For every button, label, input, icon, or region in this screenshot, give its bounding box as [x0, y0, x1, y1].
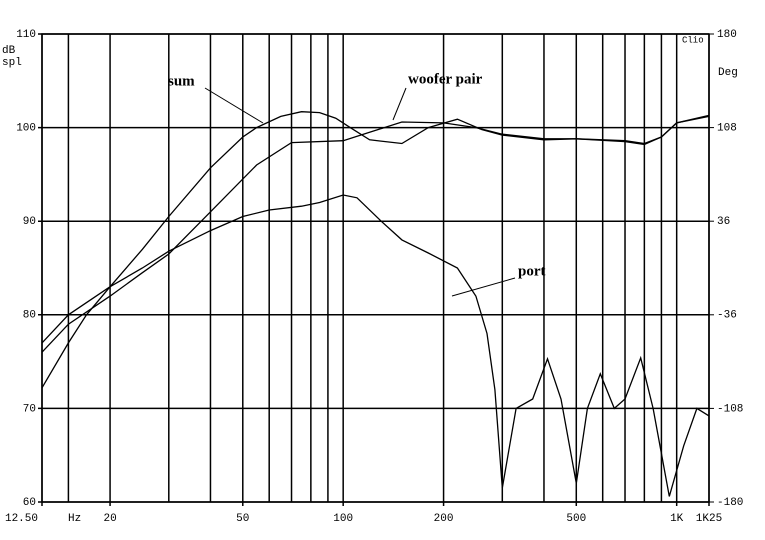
annotation-leader: [451, 277, 516, 297]
y-tick-label: 60: [23, 497, 36, 509]
y2-tick-label: 180: [717, 29, 737, 41]
y2-tick-label: -36: [717, 310, 737, 322]
x-tick-label: 100: [333, 513, 353, 525]
x-tick-label: 20: [103, 513, 116, 525]
x-tick-label: 50: [236, 513, 249, 525]
y2-tick-label: 36: [717, 216, 730, 228]
y2-tick-label: 108: [717, 123, 737, 135]
x-axis-label: Hz: [68, 513, 81, 525]
annotation-leader: [392, 87, 407, 121]
annotation: woofer pair: [408, 71, 483, 87]
y2-axis-label: Deg: [718, 67, 738, 79]
x-tick-label: 200: [434, 513, 454, 525]
corner-label: Clio: [682, 35, 704, 45]
y-axis-label: dB: [2, 45, 16, 57]
series-line: [41, 194, 710, 497]
y-axis-label: spl: [2, 57, 22, 69]
annotation: sum: [168, 73, 195, 89]
y-tick-label: 90: [23, 216, 36, 228]
x-tick-label: 1K: [670, 513, 684, 525]
y-tick-label: 80: [23, 310, 36, 322]
series-line: [41, 115, 710, 353]
y-tick-label: 70: [23, 403, 36, 415]
plot-border: [41, 33, 710, 503]
x-tick-label: 500: [566, 513, 586, 525]
y-tick-label: 100: [16, 123, 36, 135]
y2-tick-label: -108: [717, 403, 743, 415]
annotation-leader: [204, 87, 264, 124]
y2-tick-label: -180: [717, 497, 743, 509]
x-tick-label: 12.50: [5, 513, 38, 525]
annotation: port: [518, 263, 546, 279]
y-tick-label: 110: [16, 29, 36, 41]
x-tick-label: 1K25: [696, 513, 722, 525]
